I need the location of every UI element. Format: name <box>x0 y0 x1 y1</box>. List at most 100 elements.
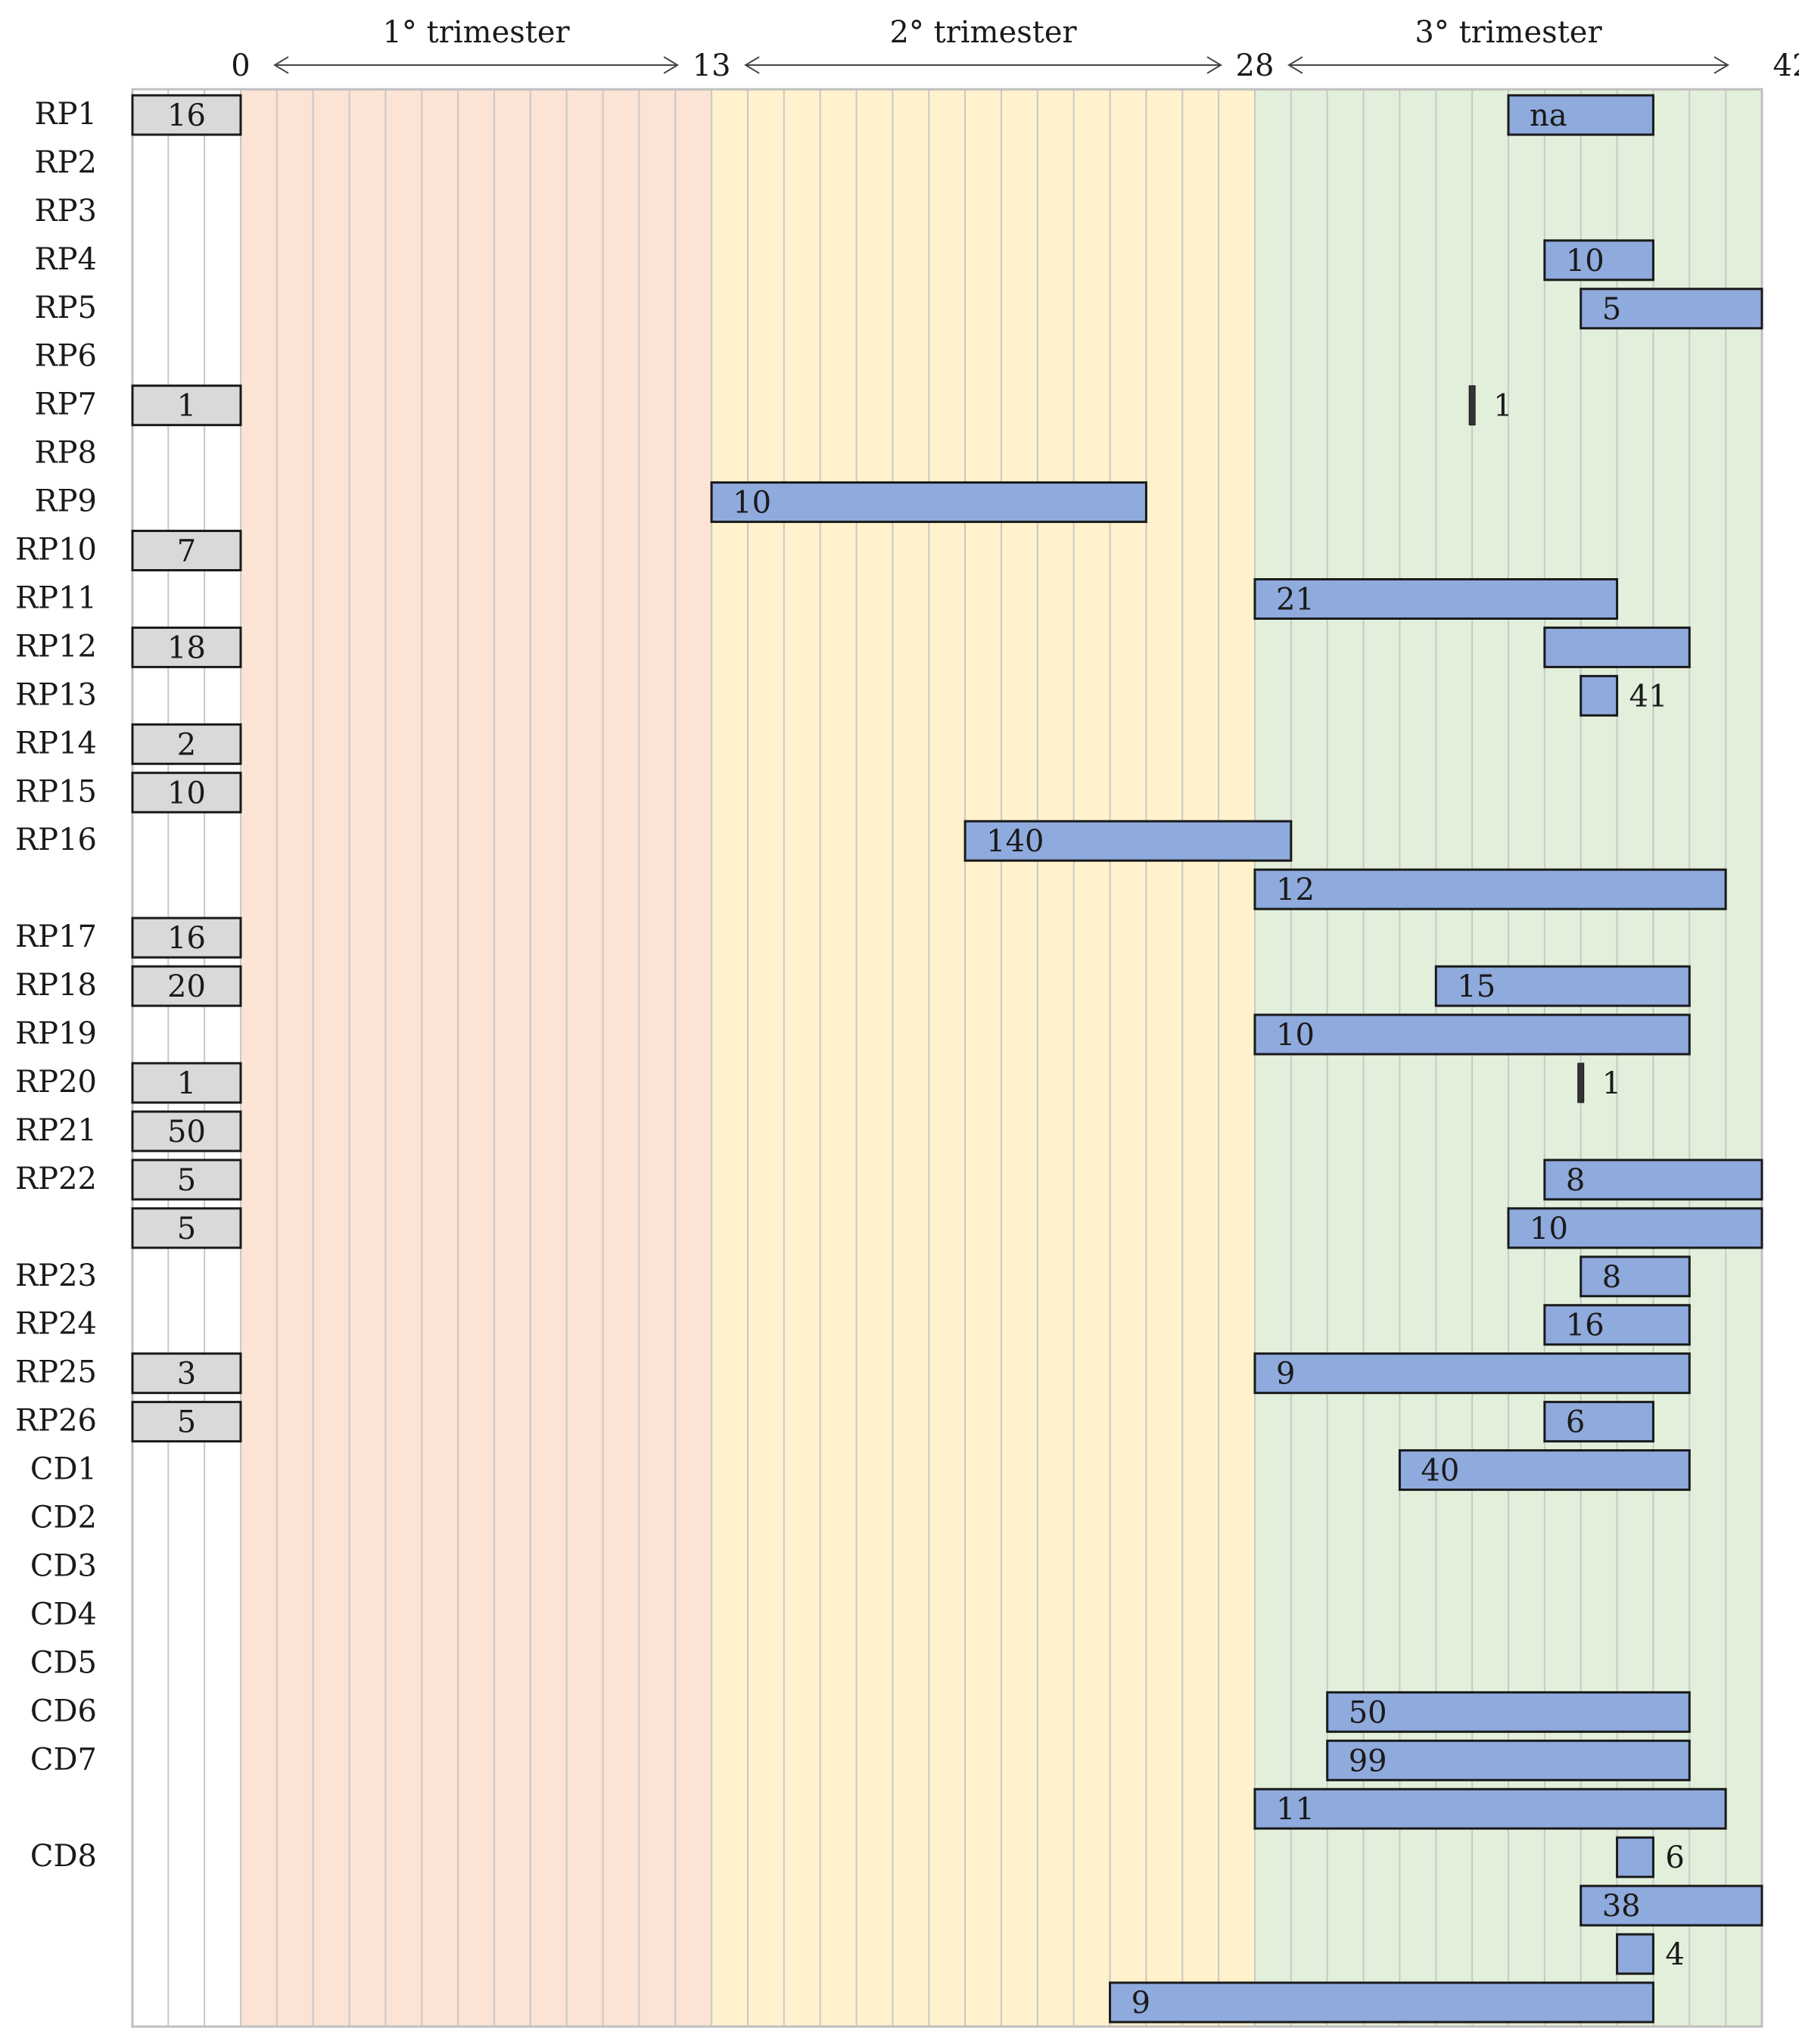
arrow-head <box>1713 56 1729 74</box>
data-row: RP6 <box>35 339 97 374</box>
pre-pregnancy-value: 2 <box>177 727 196 762</box>
data-row: RP15 10 <box>15 771 242 814</box>
row-label: RP12 <box>15 629 97 664</box>
row-label: RP20 <box>15 1065 97 1100</box>
bar-value: 8 <box>1602 1260 1621 1295</box>
row-label: RP16 <box>15 823 97 857</box>
row-label: RP22 <box>15 1162 97 1196</box>
week-tick-label: 42 <box>1773 48 1799 83</box>
week-tick-label: 28 <box>1236 48 1275 83</box>
trimester-label: 3° trimester <box>1415 15 1602 50</box>
trimester-2-span: 2° trimester <box>744 15 1222 74</box>
row-label: CD6 <box>30 1694 97 1728</box>
exposure-bar <box>1253 577 1619 620</box>
row-label: RP18 <box>15 968 97 1003</box>
pre-pregnancy-bar <box>131 771 242 814</box>
trimester-label: 2° trimester <box>889 15 1077 50</box>
row-label: RP8 <box>35 436 97 471</box>
data-row: RP16 140 <box>15 820 1293 862</box>
pre-pregnancy-bar <box>131 1159 242 1201</box>
data-row: CD5 <box>30 1645 97 1680</box>
trimester-3-span: 3° trimester <box>1287 15 1729 74</box>
data-row: 5 10 <box>131 1207 1763 1249</box>
data-row: RP23 8 <box>15 1255 1691 1298</box>
row-label: RP13 <box>15 677 97 712</box>
data-row: RP4 10 <box>35 239 1654 282</box>
row-label: CD7 <box>30 1742 97 1777</box>
pre-pregnancy-value: 16 <box>167 921 206 956</box>
bar-value: 21 <box>1276 582 1315 617</box>
week-tick-label: 0 <box>231 48 250 83</box>
data-row: CD7 99 <box>30 1739 1691 1781</box>
arrow-head <box>744 56 760 74</box>
trimester-1-span: 1° trimester <box>273 15 680 74</box>
data-row: RP18 20 15 <box>15 965 1691 1007</box>
bar-value: na <box>1530 98 1567 133</box>
exposure-bar <box>1507 1207 1763 1249</box>
row-label: RP1 <box>35 97 97 132</box>
row-label: CD3 <box>30 1548 97 1583</box>
bar-value: 15 <box>1457 969 1496 1004</box>
pre-pregnancy-bar <box>131 723 242 765</box>
exposure-bar <box>1253 1013 1691 1056</box>
bar-value: 6 <box>1566 1405 1585 1440</box>
exposure-bar <box>1253 1787 1727 1830</box>
bar-value: 10 <box>733 486 771 521</box>
row-label: RP15 <box>15 774 97 809</box>
pre-pregnancy-bar <box>131 916 242 959</box>
point-marker <box>1577 1062 1585 1103</box>
data-row: RP10 7 <box>15 530 242 572</box>
exposure-bar <box>1616 1836 1654 1878</box>
data-row: CD8 6 <box>30 1836 1685 1878</box>
data-row: 4 <box>1616 1933 1685 1975</box>
pre-pregnancy-value: 7 <box>177 534 196 569</box>
bar-value: 8 <box>1566 1163 1585 1198</box>
bar-value: 10 <box>1566 244 1604 278</box>
arrow-head <box>663 56 680 74</box>
row-label: RP4 <box>35 242 97 277</box>
exposure-bar <box>1616 1933 1654 1975</box>
pre-pregnancy-value: 20 <box>167 969 206 1004</box>
exposure-bar <box>1543 1159 1763 1201</box>
arrow-head <box>273 56 289 74</box>
point-marker <box>1468 385 1476 426</box>
pre-pregnancy-bar <box>131 965 242 1007</box>
data-row: RP8 <box>35 436 97 471</box>
row-label: RP11 <box>15 580 97 615</box>
exposure-bar <box>1109 1981 1654 2024</box>
data-row: CD2 <box>30 1501 97 1535</box>
bar-value: 50 <box>1349 1695 1387 1730</box>
data-row: RP22 5 8 <box>15 1159 1763 1201</box>
exposure-bar <box>710 481 1147 524</box>
exposure-bar <box>1543 626 1691 668</box>
pre-pregnancy-value: 5 <box>177 1212 196 1246</box>
row-label: RP7 <box>35 387 97 422</box>
pre-pregnancy-bar <box>131 1062 242 1104</box>
trimester-2-background <box>711 89 1255 2027</box>
week-tick-label: 13 <box>693 48 731 83</box>
pre-pregnancy-value: 5 <box>177 1405 196 1440</box>
data-row: RP21 50 <box>15 1110 242 1153</box>
data-row: RP3 <box>35 194 97 229</box>
pre-pregnancy-value: 16 <box>167 98 206 133</box>
exposure-bar <box>1326 1739 1691 1781</box>
pre-pregnancy-bar <box>131 94 242 136</box>
bar-value: 12 <box>1276 873 1315 907</box>
data-row: CD3 <box>30 1548 97 1583</box>
exposure-bar <box>1580 288 1763 330</box>
pre-pregnancy-value: 1 <box>177 389 196 424</box>
data-row: 12 <box>1253 868 1727 910</box>
exposure-bar <box>1507 94 1654 136</box>
bar-value: 16 <box>1566 1308 1604 1343</box>
bar-value: 41 <box>1629 679 1668 714</box>
bar-value: 9 <box>1131 1986 1150 2021</box>
bar-value: 140 <box>986 824 1044 859</box>
row-label: RP25 <box>15 1355 97 1390</box>
row-label: CD1 <box>30 1452 97 1487</box>
data-row: CD4 <box>30 1597 97 1632</box>
data-row: RP24 16 <box>15 1304 1691 1346</box>
pre-pregnancy-value: 18 <box>167 630 206 665</box>
bar-value: 10 <box>1530 1212 1568 1246</box>
pre-pregnancy-bar <box>131 1352 242 1395</box>
